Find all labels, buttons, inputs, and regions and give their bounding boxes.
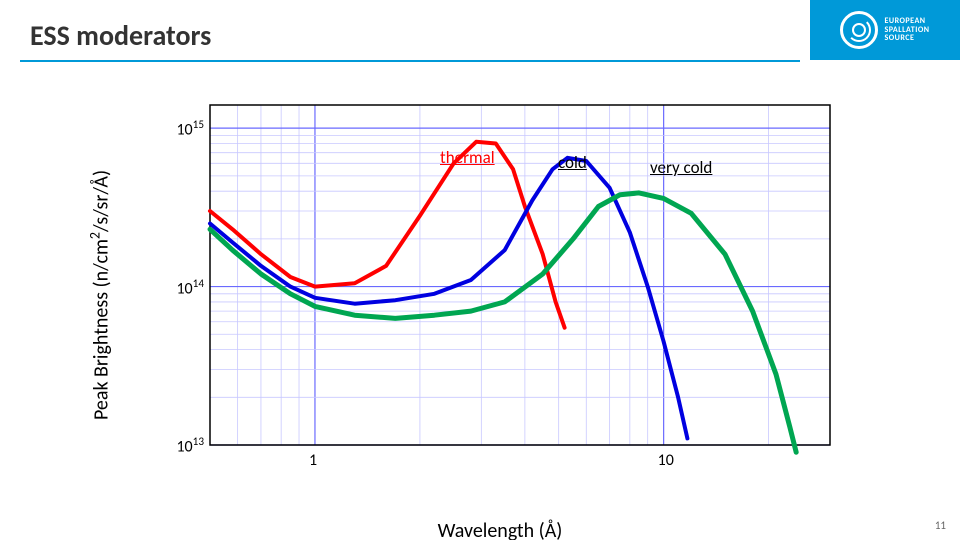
series-label-cold: cold xyxy=(558,152,587,173)
y-tick: 1015 xyxy=(176,118,204,139)
brightness-chart: Peak Brightness (n/cm2/s/sr/Å) Wavelengt… xyxy=(140,95,860,495)
x-tick: 1 xyxy=(309,451,317,470)
title-underline xyxy=(20,60,800,62)
y-tick: 1013 xyxy=(176,435,204,456)
page-number: 11 xyxy=(935,519,946,532)
y-axis-label: Peak Brightness (n/cm2/s/sr/Å) xyxy=(87,170,114,420)
x-tick: 10 xyxy=(658,451,674,470)
y-tick: 1014 xyxy=(176,277,204,298)
ess-logo: EUROPEAN SPALLATION SOURCE xyxy=(810,0,960,60)
page-title: ESS moderators xyxy=(30,18,211,53)
chart-svg xyxy=(140,95,860,495)
ess-logo-icon xyxy=(840,11,878,49)
series-label-very_cold: very cold xyxy=(650,157,712,178)
title-bar: ESS moderators EUROPEAN SPALLATION SOURC… xyxy=(0,0,960,70)
series-label-thermal: thermal xyxy=(440,147,495,168)
x-axis-label: Wavelength (Å) xyxy=(438,519,563,540)
ess-logo-text: EUROPEAN SPALLATION SOURCE xyxy=(884,17,929,43)
